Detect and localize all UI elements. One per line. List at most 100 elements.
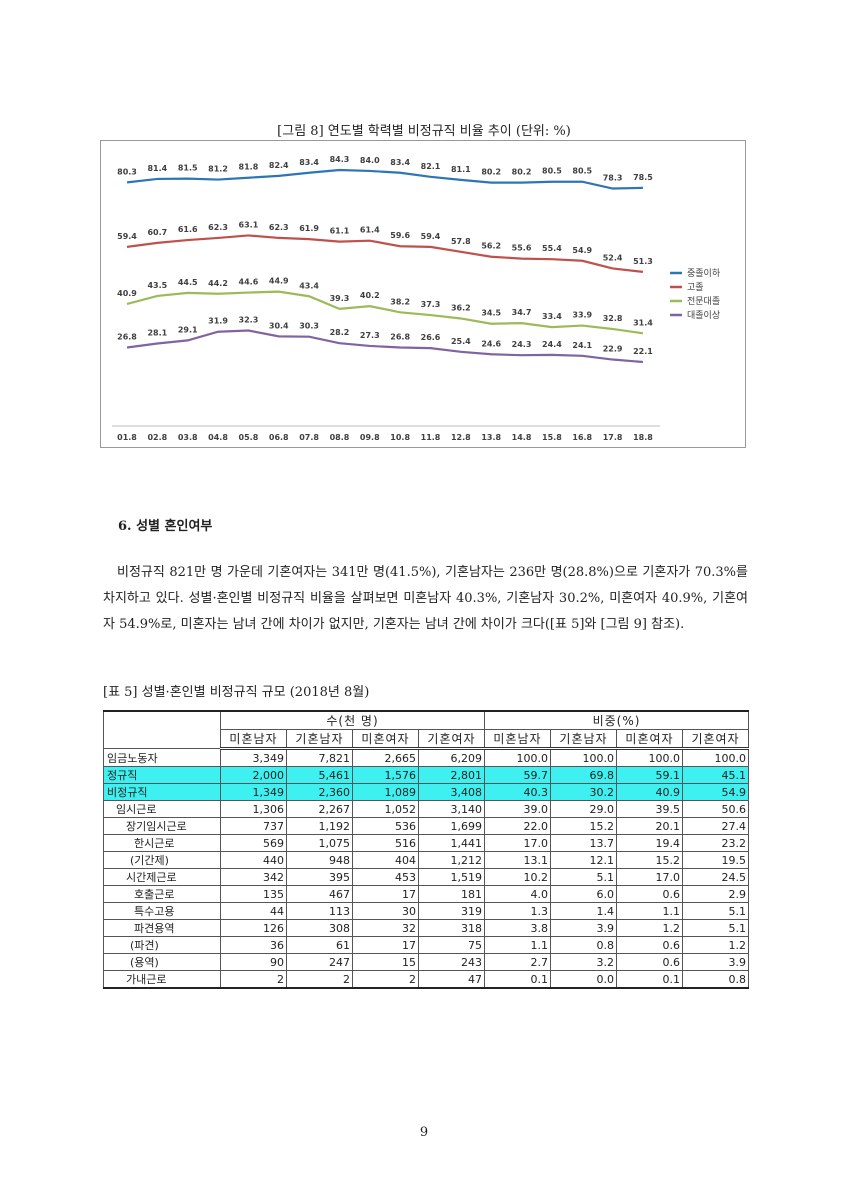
x-tick-label: 08.8: [330, 433, 350, 442]
row-label: 임금노동자: [103, 748, 221, 767]
number-cell: 59.1: [616, 766, 683, 784]
number-cell: 5.1: [681, 902, 750, 920]
x-tick-label: 01.8: [117, 433, 137, 442]
x-tick-label: 06.8: [269, 433, 289, 442]
data-label: 28.1: [147, 328, 167, 337]
number-cell: 536: [352, 817, 419, 835]
data-label: 82.4: [269, 161, 289, 170]
data-label: 33.4: [542, 312, 562, 321]
data-label: 24.4: [542, 340, 562, 349]
data-label: 44.5: [178, 278, 198, 287]
number-cell: 0.6: [616, 953, 683, 971]
number-cell: 4.0: [484, 885, 551, 903]
data-label: 44.2: [208, 279, 228, 288]
data-label: 60.7: [147, 228, 167, 237]
number-cell: 453: [352, 868, 419, 886]
row-label: (파견): [103, 936, 221, 954]
series-line: [126, 290, 644, 335]
data-label: 80.2: [481, 168, 501, 177]
number-cell: 32: [352, 919, 419, 937]
number-cell: 247: [286, 953, 353, 971]
data-label: 59.6: [390, 231, 410, 240]
data-label: 33.9: [572, 311, 592, 320]
number-cell: 27.4: [681, 817, 750, 835]
data-label: 80.5: [542, 167, 562, 176]
number-cell: 2,000: [220, 766, 287, 784]
column-header: 미혼여자: [352, 729, 419, 750]
number-cell: 5.1: [681, 919, 750, 937]
data-label: 38.2: [390, 297, 410, 306]
table-body: 임금노동자 3,349 7,821 2,665 6,209 100.0 100.0 100.0…: [103, 748, 750, 989]
table-row: (기간제) 440 948 404 1,212 13.1 12.1 15.2 19.5: [103, 851, 750, 869]
x-tick-label: 12.8: [451, 433, 471, 442]
table-row: 임시근로 1,306 2,267 1,052 3,140 39.0 29.0 39.5 50.6: [103, 800, 750, 818]
row-label: 파견용역: [103, 919, 221, 937]
number-cell: 100.0: [484, 748, 551, 767]
number-cell: 737: [220, 817, 287, 835]
number-cell: 75: [418, 936, 485, 954]
number-cell: 1,212: [418, 851, 485, 869]
number-cell: 342: [220, 868, 287, 886]
legend-label: 대졸이상: [687, 310, 720, 321]
row-label: 호출근로: [103, 885, 221, 903]
table-row: 한시근로 569 1,075 516 1,441 17.0 13.7 19.4 23.2: [103, 834, 750, 852]
number-cell: 126: [220, 919, 287, 937]
number-cell: 15.2: [616, 851, 683, 869]
data-label: 84.3: [330, 155, 350, 164]
number-cell: 6,209: [418, 748, 485, 767]
number-cell: 318: [418, 919, 485, 937]
column-header: 미혼여자: [616, 729, 683, 750]
corner-cell: [103, 710, 221, 749]
number-cell: 2: [220, 970, 287, 989]
data-label: 43.4: [299, 281, 319, 290]
number-cell: 44: [220, 902, 287, 920]
number-cell: 2.7: [484, 953, 551, 971]
data-label: 80.2: [512, 168, 532, 177]
number-cell: 3,408: [418, 783, 485, 801]
x-tick-label: 14.8: [512, 433, 532, 442]
data-label: 63.1: [239, 220, 259, 229]
number-cell: 0.6: [616, 885, 683, 903]
number-cell: 2.9: [681, 885, 750, 903]
number-cell: 2,267: [286, 800, 353, 818]
number-cell: 61: [286, 936, 353, 954]
data-label: 24.6: [481, 339, 501, 348]
data-label: 26.8: [117, 332, 137, 341]
number-cell: 69.8: [550, 766, 617, 784]
number-cell: 0.1: [616, 970, 683, 989]
x-tick-label: 15.8: [542, 433, 562, 442]
number-cell: 2,801: [418, 766, 485, 784]
x-tick-label: 02.8: [147, 433, 167, 442]
number-cell: 2,665: [352, 748, 419, 767]
number-cell: 15: [352, 953, 419, 971]
data-label: 29.1: [178, 325, 198, 334]
number-cell: 1,052: [352, 800, 419, 818]
data-label: 81.5: [178, 164, 198, 173]
number-cell: 1,306: [220, 800, 287, 818]
data-label: 55.6: [512, 244, 532, 253]
number-cell: 100.0: [681, 748, 750, 767]
table-row: 가내근로 2 2 2 47 0.1 0.0 0.1 0.8: [103, 970, 750, 989]
data-label: 52.4: [603, 253, 623, 262]
number-cell: 47: [418, 970, 485, 989]
row-label: 시간제근로: [103, 868, 221, 886]
number-cell: 1.1: [484, 936, 551, 954]
data-label: 59.4: [421, 232, 441, 241]
number-cell: 0.6: [616, 936, 683, 954]
number-cell: 3.9: [550, 919, 617, 937]
number-cell: 10.2: [484, 868, 551, 886]
x-tick-label: 09.8: [360, 433, 380, 442]
number-cell: 948: [286, 851, 353, 869]
table-row: (파견) 36 61 17 75 1.1 0.8 0.6 1.2: [103, 936, 750, 954]
number-cell: 23.2: [681, 834, 750, 852]
data-label: 37.3: [421, 300, 441, 309]
number-cell: 319: [418, 902, 485, 920]
number-cell: 1.3: [484, 902, 551, 920]
row-label: 비정규직: [103, 783, 221, 801]
number-cell: 0.8: [550, 936, 617, 954]
data-label: 32.8: [603, 314, 623, 323]
data-label: 24.3: [512, 340, 532, 349]
table-row: (용역) 90 247 15 243 2.7 3.2 0.6 3.9: [103, 953, 750, 971]
number-cell: 181: [418, 885, 485, 903]
data-label: 78.5: [633, 173, 653, 182]
